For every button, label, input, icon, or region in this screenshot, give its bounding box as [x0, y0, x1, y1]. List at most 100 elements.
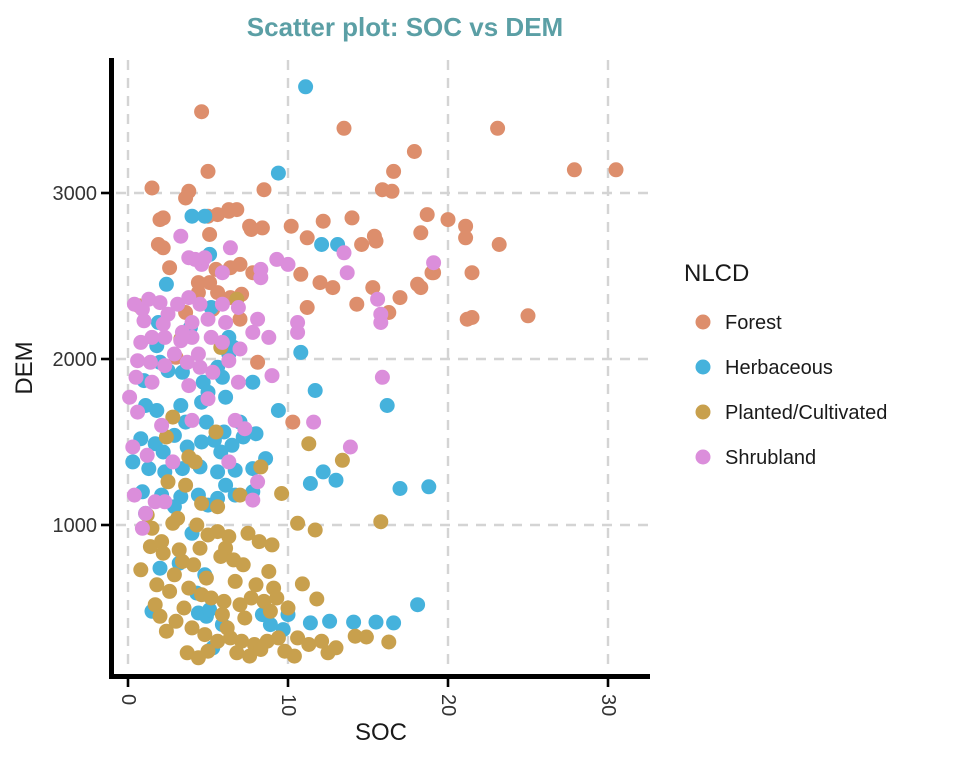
scatter-point-forest [243, 222, 259, 237]
scatter-point-forest [440, 212, 456, 228]
scatter-point-forest [221, 203, 237, 219]
scatter-point-shrubland [184, 412, 200, 428]
scatter-point-herbaceous [197, 208, 213, 224]
scatter-point-planted-cultivated [208, 424, 224, 440]
scatter-point-shrubland [250, 311, 266, 327]
scatter-point-shrubland [154, 417, 170, 433]
scatter-point-shrubland [200, 311, 216, 327]
y-tick-label: 2000 [53, 349, 98, 371]
scatter-point-planted-cultivated [320, 645, 336, 661]
scatter-point-planted-cultivated [187, 454, 203, 470]
scatter-point-forest [200, 163, 216, 179]
scatter-point-herbaceous [152, 560, 168, 576]
scatter-point-planted-cultivated [184, 620, 200, 636]
scatter-point-planted-cultivated [309, 591, 325, 607]
scatter-point-forest [194, 104, 210, 120]
scatter-point-forest [365, 280, 381, 296]
scatter-point-planted-cultivated [358, 629, 374, 645]
scatter-point-planted-cultivated [154, 534, 170, 550]
scatter-point-shrubland [144, 374, 160, 390]
scatter-point-shrubland [214, 334, 230, 350]
scatter-point-planted-cultivated [381, 634, 397, 650]
scatter-point-planted-cultivated [240, 525, 256, 541]
scatter-point-planted-cultivated [178, 477, 194, 493]
scatter-point-shrubland [181, 378, 197, 394]
scatter-point-planted-cultivated [229, 645, 245, 661]
scatter-point-planted-cultivated [190, 650, 206, 666]
scatter-point-planted-cultivated [133, 562, 149, 578]
scatter-point-shrubland [221, 353, 237, 369]
scatter-point-planted-cultivated [227, 573, 243, 589]
scatter-point-herbaceous [125, 454, 141, 470]
scatter-point-herbaceous [328, 472, 344, 488]
scatter-point-forest [520, 308, 536, 324]
scatter-point-shrubland [157, 329, 173, 345]
scatter-point-shrubland [222, 240, 238, 256]
scatter-point-shrubland [306, 414, 322, 430]
scatter-point-shrubland [214, 296, 230, 312]
scatter-point-planted-cultivated [294, 576, 310, 592]
scatter-point-forest [413, 280, 429, 296]
scatter-point-forest [458, 230, 474, 246]
scatter-point-shrubland [200, 391, 216, 407]
scatter-point-herbaceous [386, 615, 402, 631]
scatter-point-planted-cultivated [248, 577, 264, 593]
scatter-point-planted-cultivated [158, 623, 174, 639]
scatter-point-planted-cultivated [334, 452, 350, 468]
scatter-point-shrubland [232, 341, 248, 357]
scatter-point-shrubland [370, 291, 386, 307]
scatter-point-planted-cultivated [155, 545, 171, 561]
legend-label-herbaceous: Herbaceous [725, 357, 833, 379]
scatter-point-forest [250, 354, 266, 370]
scatter-point-planted-cultivated [149, 577, 165, 593]
scatter-point-forest [392, 290, 408, 306]
scatter-point-herbaceous [149, 403, 165, 418]
scatter-point-herbaceous [155, 444, 171, 460]
scatter-point-shrubland [152, 295, 168, 311]
scatter-point-shrubland [342, 439, 358, 455]
scatter-point-shrubland [261, 329, 277, 345]
scatter-point-shrubland [203, 329, 219, 345]
scatter-point-shrubland [142, 354, 158, 370]
scatter-point-herbaceous [307, 383, 323, 398]
scatter-point-herbaceous [392, 481, 408, 496]
scatter-point-planted-cultivated [314, 633, 330, 649]
axis-layer: 0 10 20 30 1000 2000 3000 [53, 58, 650, 716]
scatter-point-planted-cultivated [280, 600, 296, 616]
scatter-point-herbaceous [173, 398, 189, 413]
scatter-point-forest [354, 237, 370, 252]
scatter-point-forest [152, 212, 168, 228]
scatter-point-shrubland [230, 374, 246, 390]
scatter-point-planted-cultivated [179, 645, 195, 661]
scatter-point-planted-cultivated [152, 608, 168, 624]
x-tick-label: 10 [277, 694, 299, 716]
scatter-point-forest [178, 190, 194, 206]
scatter-point-shrubland [205, 364, 221, 380]
scatter-point-planted-cultivated [219, 620, 235, 636]
scatter-point-shrubland [179, 354, 195, 370]
scatter-point-forest [210, 285, 226, 301]
scatter-point-planted-cultivated [158, 429, 174, 445]
scatter-point-forest [490, 120, 506, 136]
scatter-point-herbaceous [198, 414, 214, 430]
scatter-point-shrubland [230, 300, 246, 315]
scatter-point-shrubland [184, 315, 200, 330]
scatter-point-planted-cultivated [168, 613, 184, 629]
scatter-point-herbaceous [224, 437, 240, 453]
scatter-point-planted-cultivated [301, 637, 317, 652]
y-axis-title: DEM [11, 341, 38, 394]
scatter-point-planted-cultivated [160, 474, 176, 490]
scatter-point-planted-cultivated [243, 590, 259, 606]
scatter-point-planted-cultivated [237, 610, 253, 626]
scatter-point-forest [459, 311, 475, 327]
scatter-point-shrubland [139, 447, 155, 463]
scatter-point-forest [254, 220, 270, 236]
scatter-point-shrubland [269, 251, 285, 267]
scatter-point-shrubland [165, 454, 181, 470]
scatter-point-planted-cultivated [162, 583, 178, 599]
scatter-point-forest [202, 227, 218, 242]
scatter-point-shrubland [197, 250, 213, 266]
scatter-point-forest [315, 213, 331, 229]
scatter-point-shrubland [138, 505, 154, 521]
